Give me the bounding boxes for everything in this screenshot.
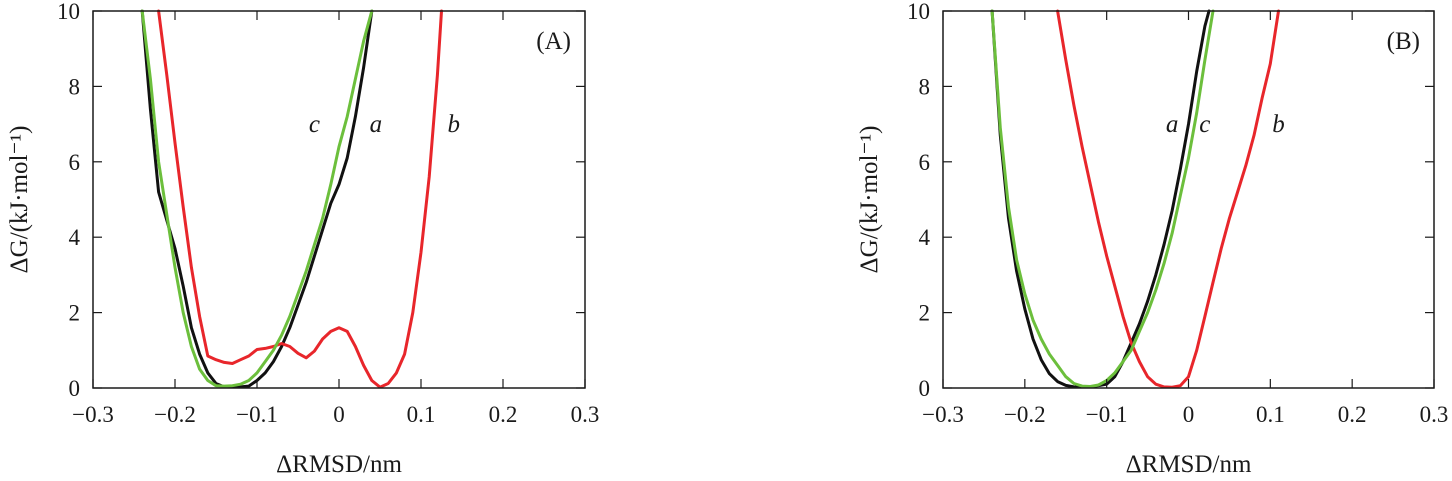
chart-panel-a: −0.3 −0.2 −0.1 0 0.1 0.2 0.3 0 2 4 6 8 10 ΔRMSD/nm ΔG/… [6, 0, 599, 478]
series-line-a [990, 9, 1211, 388]
y-tick-label: 0 [919, 376, 931, 401]
y-tick-label: 4 [919, 225, 931, 250]
x-tick-label: −0.3 [922, 402, 964, 427]
series-line-b [1056, 9, 1280, 388]
y-tick-label: 2 [69, 301, 81, 326]
series-line-c [990, 9, 1215, 388]
y-axis-title: ΔG/(kJ·mol⁻¹) [856, 126, 883, 274]
x-tick-label: −0.2 [1004, 402, 1046, 427]
series-label-b: b [448, 111, 461, 138]
plot-frame [942, 10, 1435, 389]
y-tick-label: 10 [907, 0, 930, 24]
y-tick-label: 8 [919, 74, 931, 99]
series-line-c [140, 9, 374, 388]
x-tick-label: 0.1 [407, 402, 436, 427]
y-axis-title: ΔG/(kJ·mol⁻¹) [6, 126, 33, 274]
y-tick-label: 10 [57, 0, 80, 24]
x-tick-label: 0 [333, 402, 345, 427]
series-label-a: a [370, 111, 383, 138]
series-label-c: c [309, 111, 320, 138]
y-tick-label: 8 [69, 74, 81, 99]
x-axis-title: ΔRMSD/nm [1126, 451, 1252, 478]
series-label-b: b [1272, 111, 1285, 138]
x-tick-label: −0.2 [154, 402, 196, 427]
series-line-b [157, 9, 443, 388]
series-line-a [140, 9, 374, 388]
y-tick-label: 0 [69, 376, 81, 401]
x-tick-label: −0.1 [1086, 402, 1128, 427]
panel-label: (B) [1387, 28, 1420, 55]
series-label-a: a [1166, 111, 1179, 138]
x-axis-title: ΔRMSD/nm [276, 451, 402, 478]
x-tick-label: 0 [1183, 402, 1195, 427]
x-tick-label: −0.1 [236, 402, 278, 427]
y-tick-label: 6 [919, 150, 931, 175]
y-tick-label: 4 [69, 225, 81, 250]
x-tick-label: −0.3 [72, 402, 114, 427]
chart-panel-b: −0.3 −0.2 −0.1 0 0.1 0.2 0.3 0 2 4 6 8 10 ΔRMSD/nm ΔG/… [856, 0, 1448, 478]
x-tick-label: 0.1 [1256, 402, 1285, 427]
x-tick-label: 0.2 [489, 402, 518, 427]
y-tick-label: 6 [69, 150, 81, 175]
panel-label: (A) [536, 28, 571, 55]
x-tick-label: 0.3 [571, 402, 600, 427]
series-label-c: c [1199, 111, 1210, 138]
x-tick-label: 0.2 [1338, 402, 1367, 427]
x-tick-label: 0.3 [1420, 402, 1449, 427]
y-tick-label: 2 [919, 301, 931, 326]
